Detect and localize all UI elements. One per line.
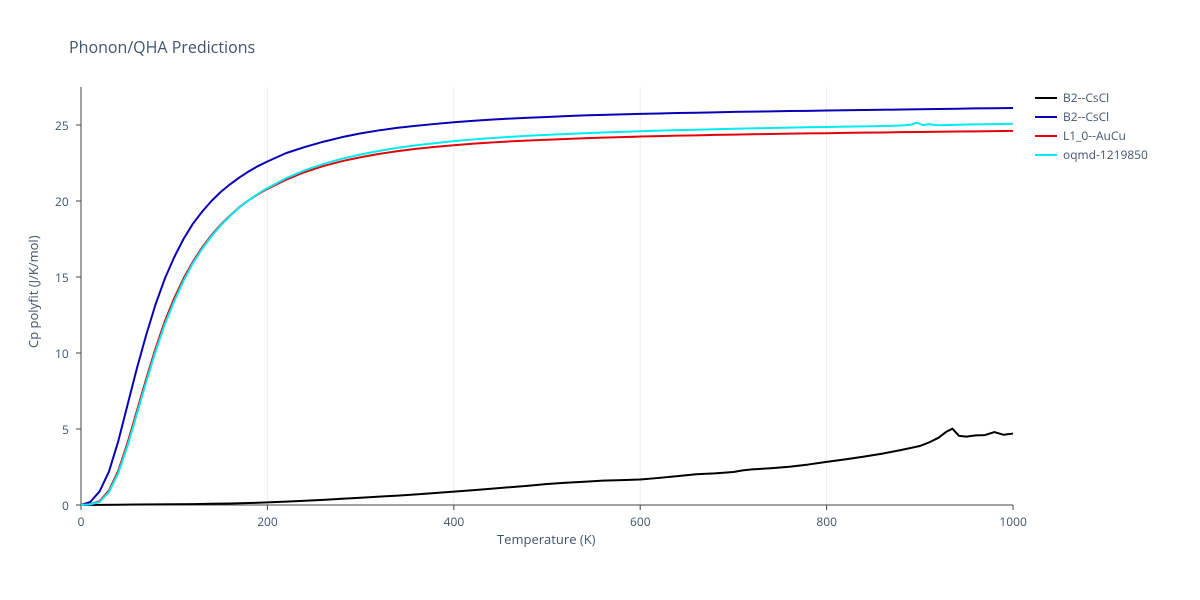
legend-label: B2--CsCl [1063,108,1109,125]
series-line-2[interactable] [81,131,1013,505]
legend-label: L1_0--AuCu [1063,127,1126,144]
x-tick: 1000 [999,513,1026,530]
legend-item-2[interactable]: L1_0--AuCu [1035,126,1148,145]
series-line-1[interactable] [81,108,1013,505]
x-tick: 600 [630,513,651,530]
y-tick: 5 [62,421,69,438]
legend-swatch-icon [1035,97,1057,99]
y-tick: 10 [55,345,69,362]
y-tick: 20 [55,193,69,210]
series-line-3[interactable] [81,123,1013,505]
legend-item-3[interactable]: oqmd-1219850 [1035,145,1148,164]
y-tick: 15 [55,269,69,286]
legend-item-1[interactable]: B2--CsCl [1035,107,1148,126]
x-tick: 400 [444,513,465,530]
y-tick: 25 [55,117,69,134]
x-tick: 200 [257,513,278,530]
plot-area[interactable] [0,0,1200,600]
x-tick: 0 [78,513,85,530]
legend-label: B2--CsCl [1063,89,1109,106]
legend-label: oqmd-1219850 [1063,146,1148,163]
legend-swatch-icon [1035,154,1057,156]
x-tick: 800 [816,513,837,530]
legend: B2--CsCl B2--CsCl L1_0--AuCu oqmd-1219850 [1035,88,1148,164]
legend-item-0[interactable]: B2--CsCl [1035,88,1148,107]
legend-swatch-icon [1035,116,1057,118]
series-line-0[interactable] [81,429,1013,505]
legend-swatch-icon [1035,135,1057,137]
y-tick: 0 [62,497,69,514]
